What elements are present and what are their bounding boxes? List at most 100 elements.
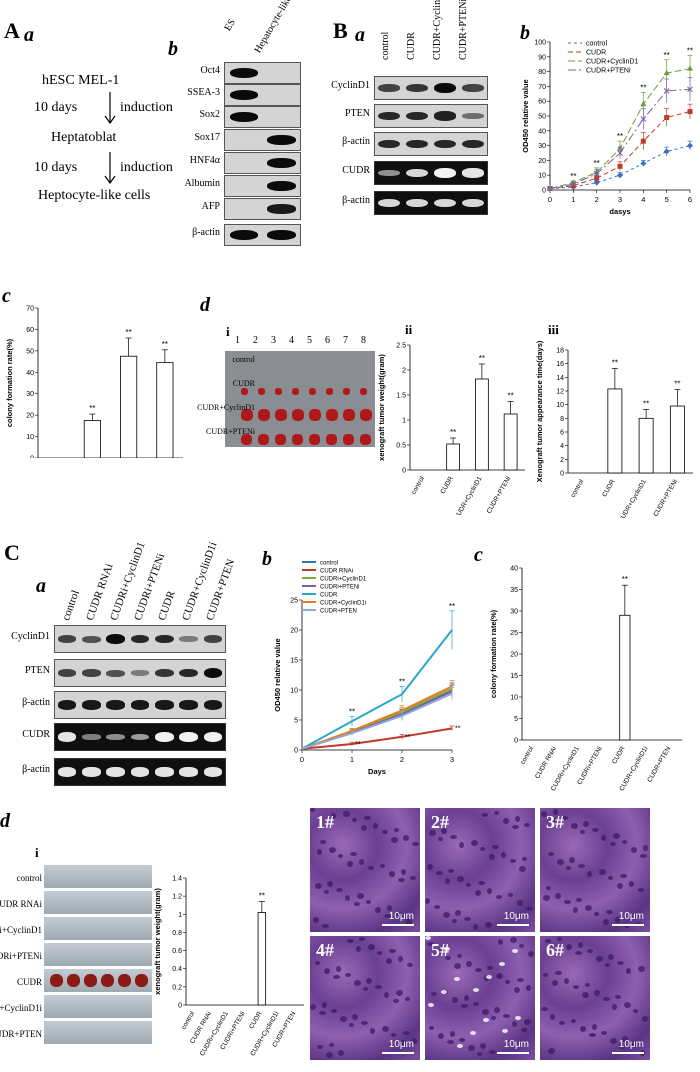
- nucleus: [389, 871, 395, 877]
- bar: [257, 912, 267, 1006]
- y-tick-label: 40: [538, 128, 546, 135]
- nucleus: [331, 813, 336, 819]
- nucleus: [370, 1028, 375, 1034]
- x-tick-label: control: [570, 478, 586, 499]
- nucleus: [596, 956, 603, 962]
- data-point: [663, 87, 670, 94]
- tumor-sample: [258, 409, 270, 421]
- nucleus: [455, 910, 461, 916]
- blot-band: [57, 732, 77, 742]
- blot-row-label: CyclinD1: [11, 631, 50, 642]
- nucleus: [642, 1016, 648, 1022]
- x-tick-label: CUDR: [248, 1010, 264, 1030]
- x-tick-label: 6: [688, 195, 692, 204]
- nucleus: [573, 985, 579, 989]
- tumor-sample: [258, 387, 265, 395]
- nucleus: [324, 968, 330, 974]
- nucleus: [610, 1038, 617, 1044]
- significance-mark: **: [355, 741, 361, 748]
- nucleus: [427, 942, 434, 946]
- nucleus: [557, 937, 562, 941]
- nucleus: [592, 828, 599, 832]
- histology-tile: 1# 10μm: [310, 808, 420, 932]
- blot-band: [106, 700, 125, 710]
- nucleus: [512, 825, 519, 829]
- nucleus: [522, 857, 527, 861]
- nucleus: [412, 842, 419, 846]
- nucleus: [601, 1031, 607, 1035]
- tumor-row-label: CUDRi+PTENi: [0, 951, 42, 961]
- y-tick-label: 4: [560, 443, 564, 450]
- nucleus: [566, 866, 571, 870]
- nucleus: [541, 1007, 548, 1011]
- data-point: [593, 179, 600, 186]
- nucleus: [405, 997, 410, 1001]
- nucleus: [359, 859, 364, 865]
- nucleus: [622, 1036, 628, 1042]
- nucleus: [364, 816, 371, 820]
- blot-band: [82, 669, 101, 677]
- nucleus: [517, 900, 523, 906]
- nucleus: [461, 1004, 468, 1008]
- tumor-row-label: CUDRi+CyclinD1: [0, 925, 42, 935]
- flow-step-2: Heptatoblat: [51, 130, 117, 145]
- data-point: [687, 142, 693, 149]
- nucleus: [608, 954, 614, 960]
- chart-Bb-cell-proliferation: 0 10 20 30 40 50 60 70 80 90 100 0 1 2 3 4 5 6 ** ** ** ** ** *…: [521, 40, 693, 217]
- y-tick-label: 30: [26, 391, 34, 398]
- flow-induction-2: induction: [120, 160, 173, 175]
- tumor-sample: [360, 433, 371, 445]
- blot-row-label: HNF4α: [189, 155, 220, 166]
- data-point: [687, 86, 693, 93]
- blot-strip: [224, 198, 301, 220]
- y-tick-label: 15: [290, 658, 298, 665]
- panel-label-C: C: [4, 540, 20, 565]
- nucleus: [445, 878, 450, 884]
- nucleus: [361, 1021, 368, 1025]
- data-point: [640, 138, 646, 144]
- nucleus: [594, 990, 600, 996]
- series-line: [301, 685, 453, 750]
- significance-mark: **: [664, 51, 670, 60]
- data-point: [640, 116, 647, 122]
- vacuole: [483, 1018, 489, 1022]
- nucleus: [315, 883, 322, 889]
- nucleus: [587, 871, 592, 877]
- y-tick-label: 20: [538, 158, 546, 165]
- nucleus: [519, 944, 524, 948]
- nucleus: [562, 816, 568, 820]
- y-tick-label: 10: [26, 434, 34, 441]
- chart-Bdiii-appearance-time: 0 2 4 6 8 10 12 14 16 18 control ** CUDR ** CUDR+Cycli…: [535, 340, 693, 518]
- significance-mark: **: [617, 132, 623, 141]
- blot-band: [155, 668, 174, 678]
- nucleus: [526, 985, 531, 991]
- significance-mark: **: [622, 575, 628, 584]
- panel-label-Ab: b: [168, 38, 178, 60]
- nucleus: [585, 983, 590, 987]
- x-tick-label: 4: [641, 195, 645, 204]
- nucleus: [375, 907, 381, 913]
- tumor-number: 6: [325, 335, 330, 346]
- blot-band: [203, 767, 223, 777]
- significance-mark: **: [405, 734, 411, 741]
- bar: [607, 388, 623, 474]
- nucleus: [387, 905, 392, 911]
- y-tick-label: 2: [560, 457, 564, 464]
- nucleus: [326, 1052, 333, 1058]
- panel-label-B: B: [333, 18, 348, 43]
- blot-band: [82, 734, 101, 740]
- blot-row-label: CUDR: [342, 165, 370, 176]
- bar: [120, 355, 138, 458]
- nucleus: [338, 1050, 344, 1056]
- nucleus: [361, 825, 367, 831]
- nucleus: [375, 985, 382, 989]
- nucleus: [615, 995, 621, 999]
- nucleus: [431, 992, 437, 996]
- data-point: [640, 100, 647, 107]
- y-axis-label: xenograft tumor weight(gram): [153, 888, 162, 995]
- legend-label: control: [320, 561, 338, 567]
- tumor-number: 2: [253, 335, 258, 346]
- significance-mark: **: [349, 707, 355, 716]
- panel-label-Cb: b: [262, 548, 272, 570]
